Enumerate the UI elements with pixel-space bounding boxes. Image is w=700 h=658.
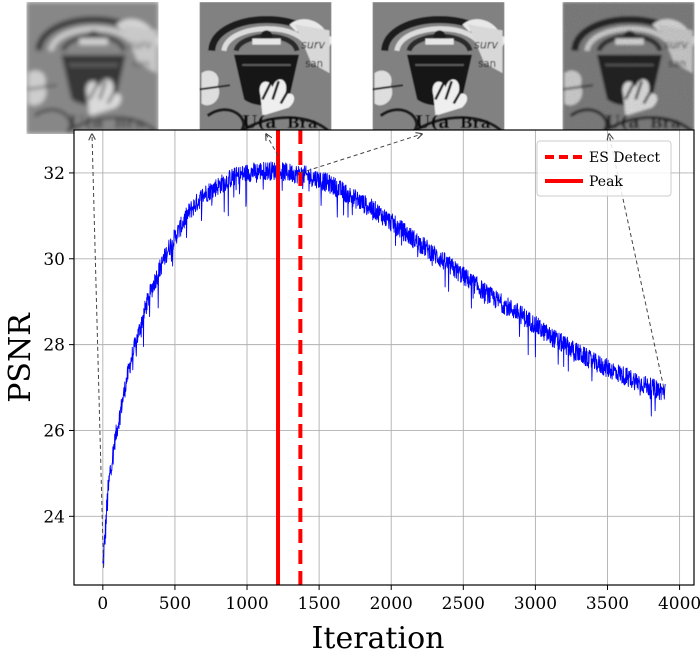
x-tick-label: 2000: [370, 594, 413, 614]
x-tick-label: 1500: [297, 594, 340, 614]
ticks: 0 500 1000 1500 2000 2500 3000 3500 4000 24 26 28 30…: [43, 164, 700, 614]
plot-area: [74, 130, 694, 585]
x-tick-label: 2500: [442, 594, 485, 614]
legend: ES Detect Peak: [536, 140, 672, 197]
x-tick-label: 500: [159, 594, 191, 614]
y-tick-label: 28: [43, 336, 65, 356]
y-tick-label: 24: [43, 507, 65, 527]
legend-label-es-detect: ES Detect: [589, 150, 661, 166]
x-tick-label: 3500: [586, 594, 629, 614]
thumbnail-final: [563, 2, 695, 134]
annotation-arrow: [609, 134, 665, 388]
x-tick-label: 1000: [225, 594, 268, 614]
thumbnail-peak: [200, 2, 332, 134]
y-tick-label: 26: [43, 421, 65, 441]
x-axis-title: Iteration: [312, 621, 445, 656]
annotation-arrow: [300, 134, 422, 174]
thumbnail-es-detect: [373, 2, 505, 134]
x-tick-label: 0: [97, 594, 108, 614]
vline-layer: [276, 130, 303, 585]
y-tick-label: 30: [43, 250, 65, 270]
series-line-psnr: [102, 161, 666, 567]
axes-frame: [73, 129, 695, 586]
y-axis-title: PSNR: [3, 312, 38, 403]
y-tick-label: 32: [43, 164, 65, 184]
x-tick-label: 4000: [658, 594, 700, 614]
legend-label-peak: Peak: [589, 174, 623, 190]
x-tick-label: 3000: [514, 594, 557, 614]
thumbnail-early: [27, 2, 159, 134]
series-layer: [102, 161, 666, 567]
grid: [74, 130, 694, 585]
annotation-arrows: [92, 134, 665, 568]
annotation-arrow: [92, 134, 105, 568]
